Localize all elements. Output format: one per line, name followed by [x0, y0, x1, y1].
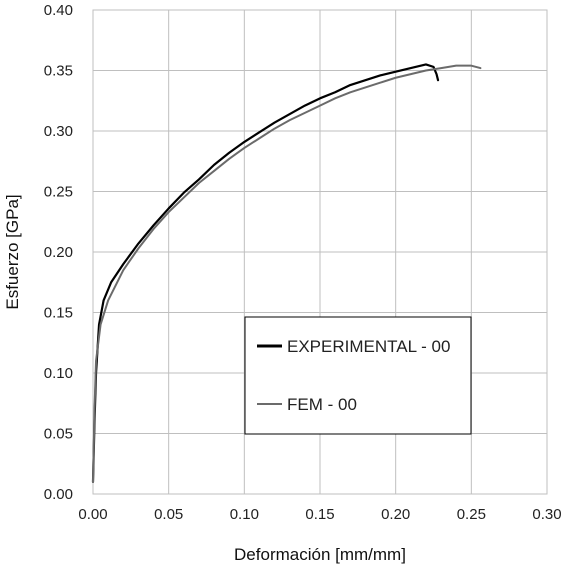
- x-tick-label: 0.10: [230, 506, 259, 523]
- y-axis-title: Esfuerzo [GPa]: [3, 194, 22, 309]
- grid-layer: [92, 9, 548, 495]
- y-tick-label: 0.35: [44, 63, 73, 80]
- y-tick-label: 0.05: [44, 426, 73, 443]
- x-tick-label: 0.00: [78, 506, 107, 523]
- series-line-fem: [92, 64, 482, 483]
- legend-label-experimental: EXPERIMENTAL - 00: [287, 337, 450, 356]
- y-tick-label: 0.20: [44, 244, 73, 261]
- x-axis-title: Deformación [mm/mm]: [234, 545, 406, 564]
- series-layer: [91, 63, 482, 483]
- x-tick-label: 0.15: [305, 506, 334, 523]
- y-tick-label: 0.25: [44, 184, 73, 201]
- tick-label-layer: 0.00 0.05 0.10 0.15 0.20 0.25 0.30 0.00 0.05 0.10…: [44, 2, 562, 523]
- y-tick-label: 0.30: [44, 123, 73, 140]
- legend: EXPERIMENTAL - 00 FEM - 00: [244, 316, 472, 435]
- legend-box: [244, 316, 472, 435]
- y-tick-label: 0.10: [44, 365, 73, 382]
- plot-frame: [92, 9, 548, 495]
- y-tick-label: 0.40: [44, 2, 73, 19]
- x-tick-label: 0.20: [381, 506, 410, 523]
- x-tick-label: 0.30: [532, 506, 561, 523]
- legend-label-fem: FEM - 00: [287, 395, 357, 414]
- x-tick-label: 0.05: [154, 506, 183, 523]
- x-tick-label: 0.25: [457, 506, 486, 523]
- y-tick-label: 0.15: [44, 305, 73, 322]
- series-line-experimental: [91, 63, 440, 483]
- y-tick-label: 0.00: [44, 486, 73, 503]
